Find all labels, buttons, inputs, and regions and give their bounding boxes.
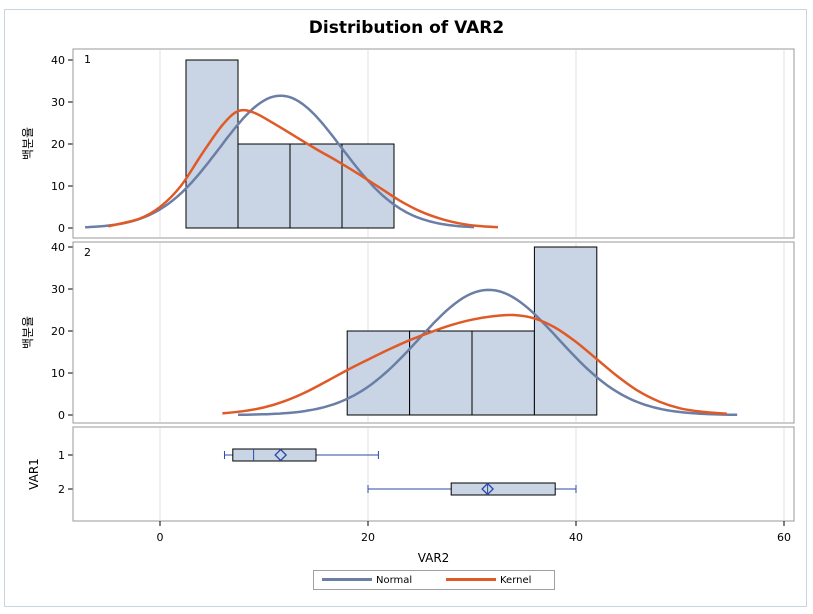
- y-axis-label: 백분율: [21, 316, 35, 349]
- panel-label: 1: [84, 53, 91, 66]
- y-tick-label: 40: [51, 54, 65, 67]
- y-tick-label: 0: [58, 222, 65, 235]
- normal-curve: [238, 288, 738, 417]
- box-iqr: [450, 482, 556, 496]
- histogram-bar: [289, 143, 343, 229]
- x-tick-label: 0: [157, 531, 164, 544]
- legend-kernel-label: Kernel: [500, 575, 532, 586]
- x-tick-label: 40: [569, 531, 583, 544]
- legend-kernel-swatch: [446, 578, 496, 581]
- chart-title: Distribution of VAR2: [308, 18, 505, 38]
- y-tick-label: 20: [51, 138, 65, 151]
- y-axis-label: 백분율: [21, 127, 35, 160]
- box-category-label: 1: [58, 449, 65, 462]
- y-tick-label: 10: [51, 180, 65, 193]
- chart-frame: [4, 9, 807, 607]
- y-tick-label: 30: [51, 283, 65, 296]
- histogram-bar: [185, 59, 239, 229]
- kernel-curve: [222, 313, 727, 415]
- histogram-bar: [471, 330, 535, 416]
- x-tick-label: 60: [777, 531, 791, 544]
- box-axis-label: VAR1: [27, 458, 41, 490]
- x-axis-label: VAR2: [418, 551, 450, 565]
- y-tick-label: 40: [51, 241, 65, 254]
- panel-label: 2: [84, 246, 91, 259]
- histogram-bar: [533, 246, 598, 416]
- y-tick-label: 30: [51, 96, 65, 109]
- y-tick-label: 0: [58, 409, 65, 422]
- y-tick-label: 20: [51, 325, 65, 338]
- panel-border: [72, 241, 795, 424]
- x-tick-label: 20: [361, 531, 375, 544]
- box-category-label: 2: [58, 483, 65, 496]
- legend-normal-swatch: [322, 578, 372, 581]
- box-mean-marker: [274, 448, 288, 462]
- legend: Normal Kernel: [313, 570, 555, 590]
- panel-border: [72, 48, 795, 239]
- histogram-bar: [409, 330, 473, 416]
- histogram-bar: [237, 143, 291, 229]
- box-mean-marker: [481, 482, 495, 496]
- panel-border: [72, 426, 795, 522]
- y-tick-label: 10: [51, 367, 65, 380]
- kernel-curve: [107, 108, 499, 229]
- legend-normal-label: Normal: [376, 575, 413, 586]
